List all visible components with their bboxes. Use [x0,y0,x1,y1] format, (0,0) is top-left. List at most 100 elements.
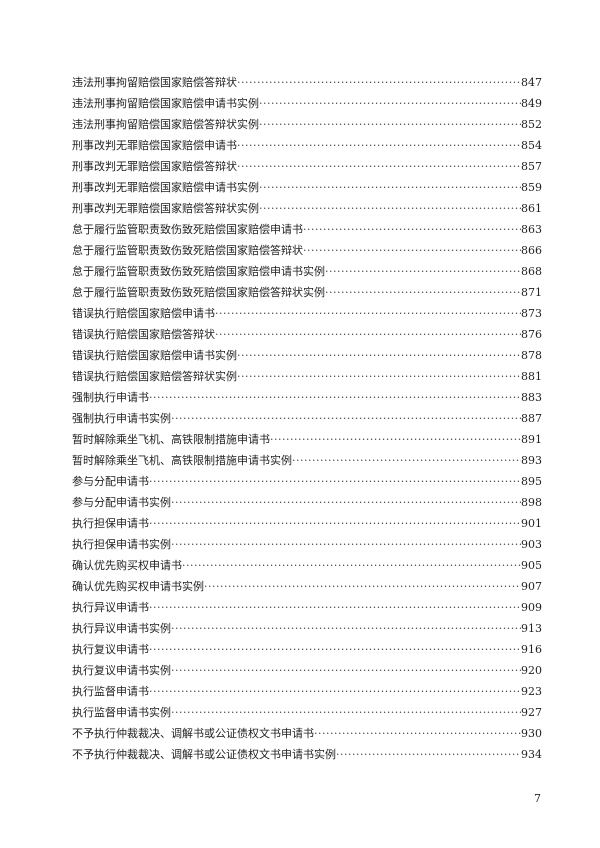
toc-entry-title: 错误执行赔偿国家赔偿答辩状实例 [72,370,237,383]
toc-entry[interactable]: 违法刑事拘留赔偿国家赔偿答辩状实例 852 [72,114,542,135]
toc-entry[interactable]: 怠于履行监管职责致伤致死赔偿国家赔偿申请书 863 [72,219,542,240]
toc-entry[interactable]: 执行异议申请书 909 [72,597,542,618]
dot-leader [149,471,521,492]
toc-entry[interactable]: 强制执行申请书实例 887 [72,408,542,429]
toc-entry-page: 891 [521,433,542,446]
dot-leader [237,135,521,156]
dot-leader [292,450,521,471]
toc-entry-page: 907 [521,580,542,593]
dot-leader [149,639,521,660]
toc-entry-page: 927 [521,706,542,719]
toc-entry[interactable]: 错误执行赔偿国家赔偿答辩状 876 [72,324,542,345]
toc-entry-title: 参与分配申请书实例 [72,496,171,509]
toc-entry-title: 执行异议申请书实例 [72,622,171,635]
toc-entry-title: 执行复议申请书 [72,643,149,656]
dot-leader [303,219,521,240]
toc-entry-page: 893 [521,454,542,467]
toc-entry-page: 883 [521,391,542,404]
toc-entry-page: 868 [521,265,542,278]
toc-entry-title: 执行担保申请书 [72,517,149,530]
toc-entry[interactable]: 执行担保申请书 901 [72,513,542,534]
toc-entry-title: 确认优先购买权申请书实例 [72,580,204,593]
toc-entry[interactable]: 怠于履行监管职责致伤致死赔偿国家赔偿申请书实例 868 [72,261,542,282]
toc-entry[interactable]: 违法刑事拘留赔偿国家赔偿申请书实例 849 [72,93,542,114]
toc-entry[interactable]: 错误执行赔偿国家赔偿答辩状实例 881 [72,366,542,387]
toc-entry-title: 违法刑事拘留赔偿国家赔偿答辩状 [72,76,237,89]
toc-entry[interactable]: 错误执行赔偿国家赔偿申请书 873 [72,303,542,324]
toc-entry-title: 执行监督申请书 [72,685,149,698]
toc-entry[interactable]: 执行监督申请书 923 [72,681,542,702]
toc-entry-page: 852 [521,118,542,131]
toc-entry[interactable]: 错误执行赔偿国家赔偿申请书实例 878 [72,345,542,366]
toc-entry-title: 错误执行赔偿国家赔偿答辩状 [72,328,215,341]
toc-entry-title: 怠于履行监管职责致伤致死赔偿国家赔偿答辩状 [72,244,303,257]
toc-entry[interactable]: 执行担保申请书实例 903 [72,534,542,555]
toc-entry-page: 866 [521,244,542,257]
toc-entry-page: 903 [521,538,542,551]
toc-entry-page: 916 [521,643,542,656]
toc-entry-page: 905 [521,559,542,572]
toc-entry-page: 887 [521,412,542,425]
dot-leader [171,618,521,639]
dot-leader [303,240,521,261]
dot-leader [237,156,521,177]
dot-leader [259,177,521,198]
toc-entry-title: 暂时解除乘坐飞机、高铁限制措施申请书实例 [72,454,292,467]
toc-entry[interactable]: 执行异议申请书实例 913 [72,618,542,639]
toc-entry[interactable]: 违法刑事拘留赔偿国家赔偿答辩状 847 [72,72,542,93]
toc-entry-page: 920 [521,664,542,677]
toc-entry-page: 895 [521,475,542,488]
toc-entry-title: 强制执行申请书实例 [72,412,171,425]
toc-entry-page: 909 [521,601,542,614]
dot-leader [314,723,521,744]
toc-entry-page: 930 [521,727,542,740]
toc-entry[interactable]: 暂时解除乘坐飞机、高铁限制措施申请书实例 893 [72,450,542,471]
toc-entry-title: 执行担保申请书实例 [72,538,171,551]
dot-leader [171,492,521,513]
toc-entry[interactable]: 确认优先购买权申请书 905 [72,555,542,576]
toc-entry[interactable]: 刑事改判无罪赔偿国家赔偿申请书 854 [72,135,542,156]
toc-entry[interactable]: 暂时解除乘坐飞机、高铁限制措施申请书 891 [72,429,542,450]
toc-entry-title: 确认优先购买权申请书 [72,559,182,572]
dot-leader [171,660,521,681]
toc-entry-title: 刑事改判无罪赔偿国家赔偿答辩状 [72,160,237,173]
dot-leader [215,324,521,345]
toc-entry-title: 执行监督申请书实例 [72,706,171,719]
dot-leader [259,93,521,114]
toc-entry-page: 854 [521,139,542,152]
dot-leader [149,681,521,702]
dot-leader [149,597,521,618]
toc-entry[interactable]: 执行复议申请书实例 920 [72,660,542,681]
dot-leader [182,555,521,576]
table-of-contents: 违法刑事拘留赔偿国家赔偿答辩状847违法刑事拘留赔偿国家赔偿申请书实例849违法… [72,72,542,765]
toc-entry-title: 刑事改判无罪赔偿国家赔偿答辩状实例 [72,202,259,215]
toc-entry[interactable]: 确认优先购买权申请书实例 907 [72,576,542,597]
toc-entry[interactable]: 强制执行申请书 883 [72,387,542,408]
toc-entry-page: 857 [521,160,542,173]
toc-entry[interactable]: 执行复议申请书 916 [72,639,542,660]
toc-entry[interactable]: 怠于履行监管职责致伤致死赔偿国家赔偿答辩状实例 871 [72,282,542,303]
dot-leader [270,429,521,450]
toc-entry[interactable]: 参与分配申请书实例 898 [72,492,542,513]
toc-entry-page: 859 [521,181,542,194]
toc-entry-page: 863 [521,223,542,236]
toc-entry[interactable]: 刑事改判无罪赔偿国家赔偿答辩状实例 861 [72,198,542,219]
toc-entry-title: 执行异议申请书 [72,601,149,614]
toc-entry-page: 913 [521,622,542,635]
toc-entry[interactable]: 参与分配申请书 895 [72,471,542,492]
dot-leader [237,366,521,387]
dot-leader [204,576,521,597]
dot-leader [149,387,521,408]
toc-entry-page: 871 [521,286,542,299]
dot-leader [336,744,521,765]
toc-entry[interactable]: 执行监督申请书实例 927 [72,702,542,723]
toc-entry-title: 不予执行仲裁裁决、调解书或公证债权文书申请书实例 [72,748,336,761]
toc-entry[interactable]: 不予执行仲裁裁决、调解书或公证债权文书申请书 930 [72,723,542,744]
toc-entry[interactable]: 刑事改判无罪赔偿国家赔偿答辩状 857 [72,156,542,177]
toc-entry-title: 怠于履行监管职责致伤致死赔偿国家赔偿答辩状实例 [72,286,325,299]
toc-entry[interactable]: 怠于履行监管职责致伤致死赔偿国家赔偿答辩状 866 [72,240,542,261]
toc-entry[interactable]: 刑事改判无罪赔偿国家赔偿申请书实例 859 [72,177,542,198]
toc-entry-title: 不予执行仲裁裁决、调解书或公证债权文书申请书 [72,727,314,740]
toc-entry-page: 934 [521,748,542,761]
toc-entry[interactable]: 不予执行仲裁裁决、调解书或公证债权文书申请书实例 934 [72,744,542,765]
